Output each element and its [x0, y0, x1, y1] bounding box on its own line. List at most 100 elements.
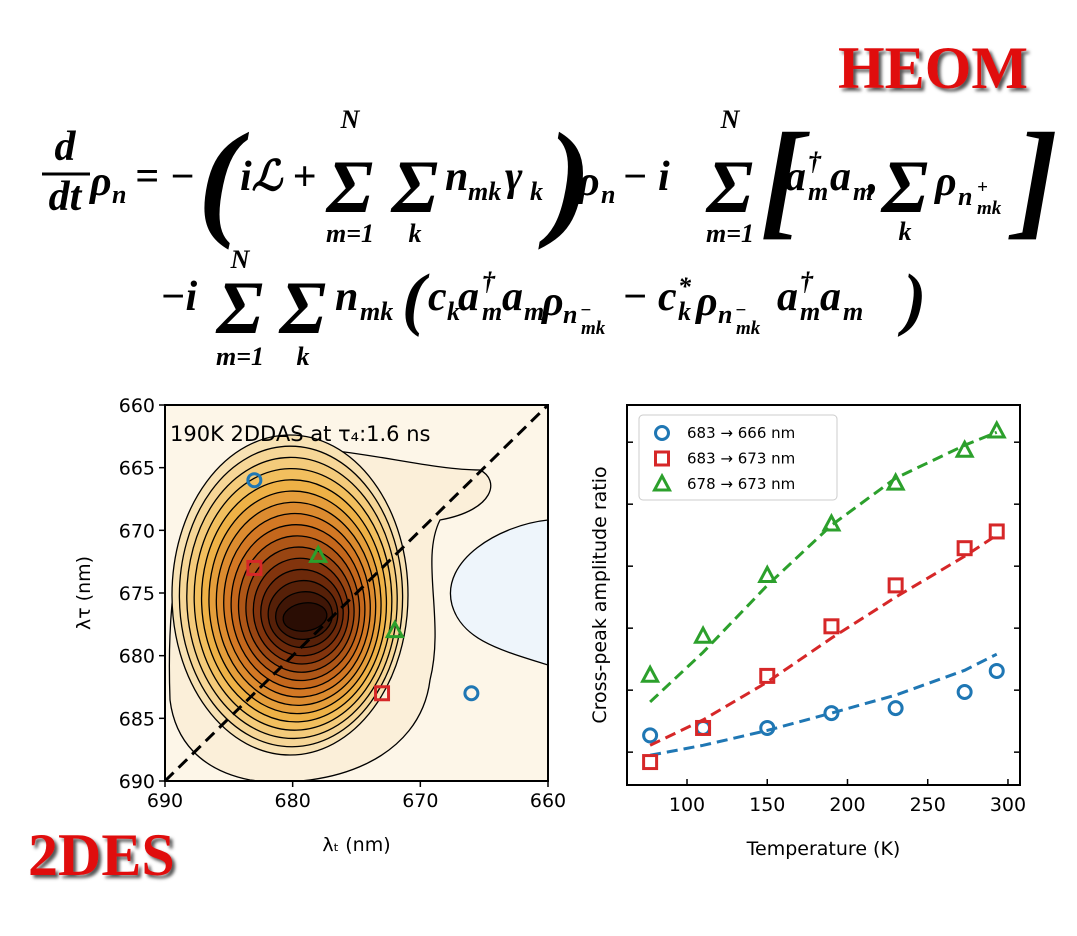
marker [885, 471, 906, 491]
equation-token: , [867, 154, 879, 200]
x-tick-label: 680 [275, 790, 311, 812]
scatter-chart: 100 150 200 250 300 Temperature (K) Cross-peak… [589, 404, 1026, 860]
equation-token: ρ [694, 279, 718, 325]
marker [887, 700, 904, 717]
equation-token: mk [360, 297, 393, 326]
equation-token: a [785, 154, 806, 200]
equation-token: Σ [390, 146, 438, 229]
equation-token: iℒ + [240, 154, 316, 200]
x-axis-label: Temperature (K) [746, 838, 901, 860]
plot-frame [164, 404, 549, 782]
marker [986, 419, 1007, 439]
contour-region [449, 519, 548, 666]
legend-box [638, 414, 838, 501]
equation-token: m [808, 177, 828, 206]
marker [988, 523, 1005, 540]
2des-label: 2DES [28, 822, 175, 888]
y-axis-label: λτ (nm) [73, 556, 95, 630]
equation-token: m=1 [706, 219, 754, 248]
equation-token: Σ [705, 146, 753, 229]
y-tick-label: 670 [119, 520, 155, 542]
equation-token: a [458, 274, 479, 320]
marker [640, 664, 661, 683]
marker [757, 564, 778, 583]
marker [693, 625, 714, 644]
equation-token: m [843, 297, 863, 326]
equation-token: m [853, 177, 873, 206]
equation-token: k [678, 297, 691, 326]
equation-token: k [409, 219, 422, 248]
x-tick-label: 200 [829, 794, 865, 816]
equation-token: m [482, 297, 502, 326]
y-tick-label: 680 [119, 646, 155, 668]
equation-token: mk [468, 177, 501, 206]
marker [887, 577, 904, 594]
marker [463, 685, 480, 702]
marker [695, 719, 712, 736]
annotation: 190K 2DDAS at τ₄:1.6 ns [170, 422, 430, 446]
fit-line [649, 652, 998, 757]
x-tick-label: 250 [910, 794, 946, 816]
equation-token: + [977, 177, 988, 198]
equation-token: − [735, 300, 747, 321]
marker [654, 450, 670, 467]
equation-token: mk [977, 198, 1002, 219]
marker [374, 685, 391, 702]
equation-token: dt [49, 174, 83, 220]
marker [956, 540, 973, 557]
legend-label: 683 → 666 nm [687, 424, 795, 442]
equation-token: n [601, 180, 615, 209]
equation-token: m [524, 297, 544, 326]
x-tick-label: 670 [402, 790, 438, 812]
equation-token: ρ [88, 159, 112, 205]
equation-token: † [482, 267, 496, 296]
equation-token: ] [1008, 107, 1058, 251]
equation-token: a [820, 274, 841, 320]
equation-token: m=1 [216, 342, 264, 371]
equation-token: c [428, 274, 447, 320]
legend-label: 678 → 673 nm [687, 475, 795, 493]
legend: 683 → 666 nm 683 → 673 nm 678 → 673 nm [638, 414, 838, 501]
equation-token: N [720, 105, 741, 134]
marker [642, 727, 659, 744]
y-tick-label: 665 [119, 458, 155, 480]
marker [759, 667, 776, 684]
x-tick-label: 150 [749, 794, 785, 816]
contour-map [165, 405, 548, 781]
y-tick-label: 660 [119, 395, 155, 417]
contour-level [282, 602, 328, 632]
equation-token: γ [505, 154, 523, 200]
plot-frame [626, 404, 1021, 786]
equation-token: Σ [215, 267, 263, 350]
equation-token: mk [581, 318, 606, 339]
marker [642, 754, 659, 771]
marker [651, 472, 673, 492]
equation-token: Σ [880, 146, 928, 229]
x-tick-label: 100 [669, 794, 705, 816]
equation-token: † [800, 267, 814, 296]
y-axis-label: Cross-peak amplitude ratio [589, 466, 611, 723]
marker [654, 425, 670, 441]
equation-token: k [899, 217, 912, 246]
marker [823, 705, 840, 722]
marker [308, 544, 329, 563]
equation-token: a [830, 154, 851, 200]
equation-token: * [678, 272, 692, 301]
marker [759, 719, 776, 736]
x-tick-label: 660 [530, 790, 566, 812]
equation-token: N [230, 245, 251, 274]
equation-token: m=1 [326, 219, 374, 248]
equation-token: n [335, 274, 358, 320]
contour-chart: 690 680 670 660 660 665 670 675 680 685 690 λₜ (nm)… [73, 395, 566, 856]
equation-token: d [55, 124, 77, 170]
equation-token: n [718, 300, 732, 329]
marker [384, 619, 405, 639]
marker [821, 512, 842, 532]
equation-token: m [800, 297, 820, 326]
equation-token: ρ [576, 159, 600, 205]
equation-token: N [340, 105, 361, 134]
equation-token: −i [160, 274, 197, 320]
marker [823, 618, 840, 635]
x-tick-label: 300 [990, 794, 1026, 816]
